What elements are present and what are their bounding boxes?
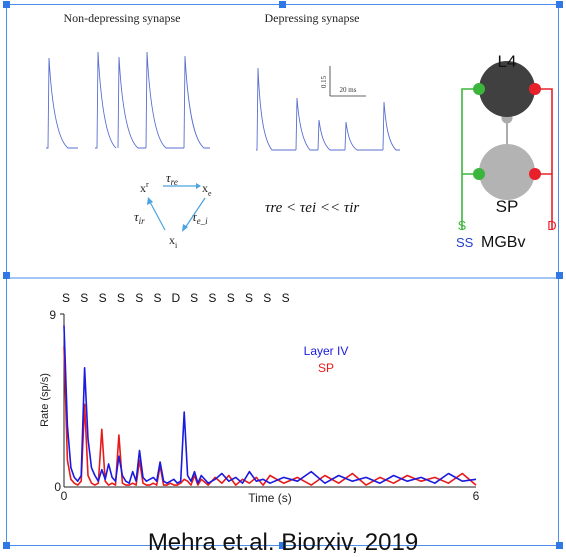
chart-series (64, 326, 476, 486)
stim-letter: S (190, 291, 198, 305)
time-constant-inequality: τre < τei << τir (265, 200, 359, 216)
state-cycle-diagram: xr xe xi τre τe_i τir (134, 170, 212, 250)
stim-letter: S (153, 291, 161, 305)
label-sp: SP (496, 197, 519, 216)
l4-d-input-dot (529, 83, 541, 95)
node-xe: xe (202, 181, 212, 198)
xtick-left: 0 (61, 489, 68, 503)
tau-ir-label: τir (134, 209, 145, 226)
neuron-sp (479, 144, 535, 200)
stim-letter: S (245, 291, 253, 305)
stim-letter: S (282, 291, 290, 305)
citation: Mehra et.al. Biorxiv, 2019 (0, 529, 566, 557)
sp-d-input-dot (529, 168, 541, 180)
stim-letter: D (171, 291, 180, 305)
stim-letter: S (62, 291, 70, 305)
stim-letter: S (263, 291, 271, 305)
tau-re-label: τre (166, 170, 178, 187)
label-mgbv: MGBv (481, 234, 525, 251)
stim-letter: S (117, 291, 125, 305)
x-axis-label: Time (s) (248, 491, 292, 505)
node-xr: xr (140, 180, 149, 195)
chart-axes (60, 314, 476, 487)
l4-s-input-dot (473, 83, 485, 95)
stim-letter: S (227, 291, 235, 305)
y-axis-label: Rate (sp/s) (39, 373, 51, 427)
label-s: S (458, 218, 467, 233)
tau-ei-label: τe_i (192, 209, 208, 226)
title-nondepressing: Non-depressing synapse (64, 11, 181, 25)
depressing-traces (256, 68, 400, 150)
label-l4: L4 (498, 52, 517, 71)
series-line-sp (64, 347, 476, 485)
scale-horizontal-label: 20 ms (340, 86, 357, 94)
stim-letter: S (208, 291, 216, 305)
series-line-layer-iv (64, 326, 476, 484)
node-xi: xi (169, 233, 178, 250)
label-d: D (547, 218, 556, 233)
stim-letter: S (99, 291, 107, 305)
nondepressing-traces (46, 52, 210, 148)
xtick-right: 6 (473, 489, 480, 503)
sp-s-input-dot (473, 168, 485, 180)
ytick-top: 9 (49, 308, 56, 322)
stim-letter: S (80, 291, 88, 305)
scale-vertical-label: 0.15 (320, 75, 328, 88)
stim-letter: S (135, 291, 143, 305)
title-depressing: Depressing synapse (265, 11, 360, 25)
label-ss: SS (456, 235, 474, 250)
legend-sp: SP (318, 361, 334, 375)
legend-layer4: Layer IV (304, 344, 349, 358)
